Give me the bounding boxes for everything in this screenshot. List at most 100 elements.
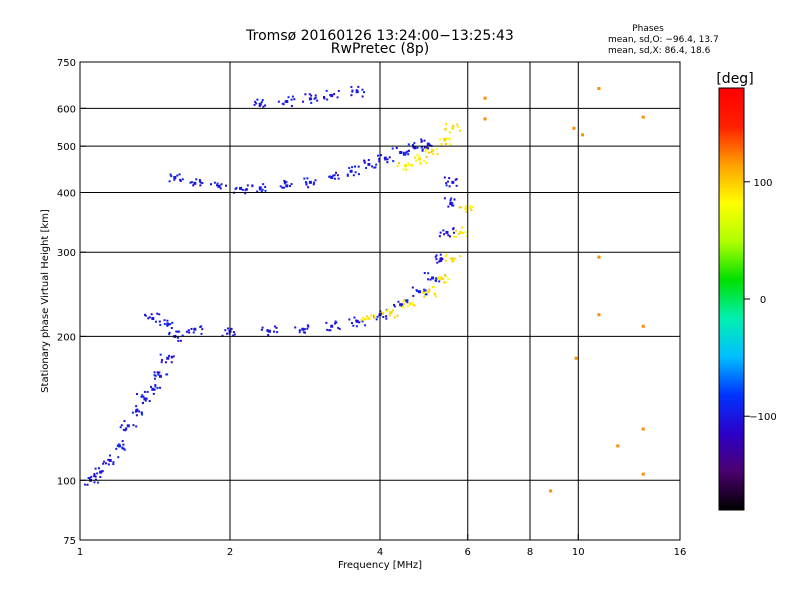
data-point [152,392,155,395]
y-tick-label: 600 [57,104,76,115]
data-point [192,331,195,334]
data-point [160,361,163,364]
data-point [452,204,455,207]
data-point [428,288,431,291]
data-point [373,316,376,319]
data-point [143,390,146,393]
data-point [362,316,365,319]
data-point [371,165,374,168]
data-point [376,315,379,318]
data-point [159,386,162,389]
data-point [444,259,447,262]
data-point [401,303,404,306]
data-point [154,374,157,377]
data-point [641,324,645,328]
data-point [93,473,96,476]
data-point [168,180,171,183]
data-point [367,162,371,166]
data-point [373,166,376,169]
data-point [338,327,341,330]
data-point [253,103,256,106]
data-point [122,443,125,446]
data-point [325,89,328,92]
data-point [346,173,349,176]
data-point [185,330,188,333]
data-point [160,358,163,361]
data-point [358,321,361,324]
data-point [294,326,297,329]
data-point [448,185,451,188]
data-point [363,161,366,164]
x-tick-label: 8 [527,547,533,558]
data-point [93,474,96,477]
data-point [154,320,157,323]
data-point [377,154,380,157]
data-point [365,166,368,169]
data-point [316,99,319,102]
data-point [641,115,645,119]
data-point [418,155,421,158]
data-point [199,181,202,184]
data-point [239,186,243,190]
data-point [330,94,334,98]
data-point [260,101,263,104]
data-point [173,178,176,181]
data-point [461,226,464,229]
data-point [108,458,112,462]
data-point [346,174,349,177]
data-point [449,143,452,146]
data-point [148,316,151,319]
data-point [200,325,203,328]
data-point [306,324,309,327]
data-point [154,385,157,388]
data-point [276,331,279,334]
data-point [303,328,306,331]
data-point [166,324,169,327]
data-point [138,410,141,413]
phases-o-stats: mean, sd,O: −96.4, 13.7 [608,35,719,45]
data-point [411,303,414,306]
data-point [86,483,89,486]
series-multi-hop-trace [253,85,366,108]
data-point [330,176,333,179]
data-point [335,321,338,324]
data-point [444,128,447,131]
data-point [158,313,161,316]
y-tick-label: 300 [57,248,76,259]
data-point [117,444,121,448]
data-point [423,146,426,149]
data-point [447,180,450,183]
data-point [455,184,458,187]
data-point [219,187,222,190]
data-point [402,151,405,154]
data-point [366,317,369,320]
data-point [641,472,645,476]
data-point [302,331,305,334]
y-tick-label: 500 [57,142,76,153]
data-point [446,137,449,140]
data-point [198,180,201,183]
data-point [351,166,354,169]
data-point [282,186,285,189]
data-point [148,400,151,403]
data-point [244,192,247,195]
data-point [386,309,389,312]
data-point [158,320,161,323]
series-o-mode-f2-upper-trace [168,138,433,195]
data-point [169,173,172,176]
data-point [147,317,150,320]
data-point [322,95,325,98]
data-point [306,177,309,180]
data-point [451,260,454,263]
data-point [310,94,313,97]
data-point [255,102,258,105]
data-point [176,336,179,339]
x-tick-label: 4 [377,547,383,558]
data-point [96,472,99,475]
data-point [414,156,417,159]
data-point [354,171,357,174]
data-point [312,183,315,186]
data-point [216,184,219,187]
series-x-mode-upper-trace [396,122,462,171]
data-point [141,394,144,397]
